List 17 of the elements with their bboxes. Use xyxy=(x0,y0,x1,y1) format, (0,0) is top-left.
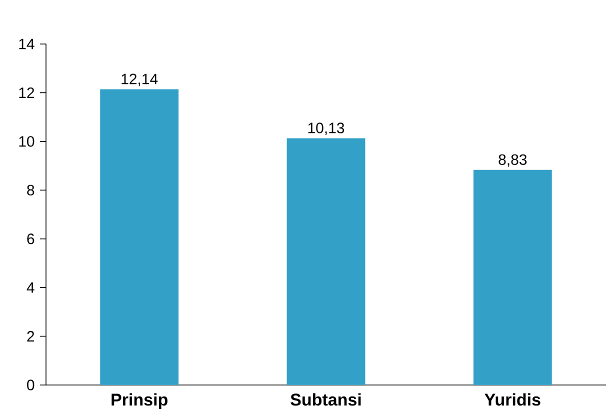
y-tick-label: 4 xyxy=(26,282,34,293)
y-tick-label: 10 xyxy=(19,136,34,147)
y-tick-label: 14 xyxy=(19,38,34,50)
data-label: 12,14 xyxy=(122,74,158,86)
x-tick-label: Subtansi xyxy=(290,393,361,406)
bar xyxy=(286,138,366,385)
y-tick-label: 6 xyxy=(27,234,34,244)
x-tick-label: Yuridis xyxy=(484,393,540,406)
data-label: 10,13 xyxy=(308,122,344,136)
bar xyxy=(100,89,179,385)
y-tick-label: 8 xyxy=(27,184,34,196)
y-tick-label: 12 xyxy=(19,87,34,98)
data-label: 8,83 xyxy=(498,154,527,167)
y-tick-label: 0 xyxy=(27,380,34,390)
bar xyxy=(473,170,552,385)
y-tick-label: 2 xyxy=(27,331,34,342)
x-tick-label: Prinsip xyxy=(112,393,168,410)
